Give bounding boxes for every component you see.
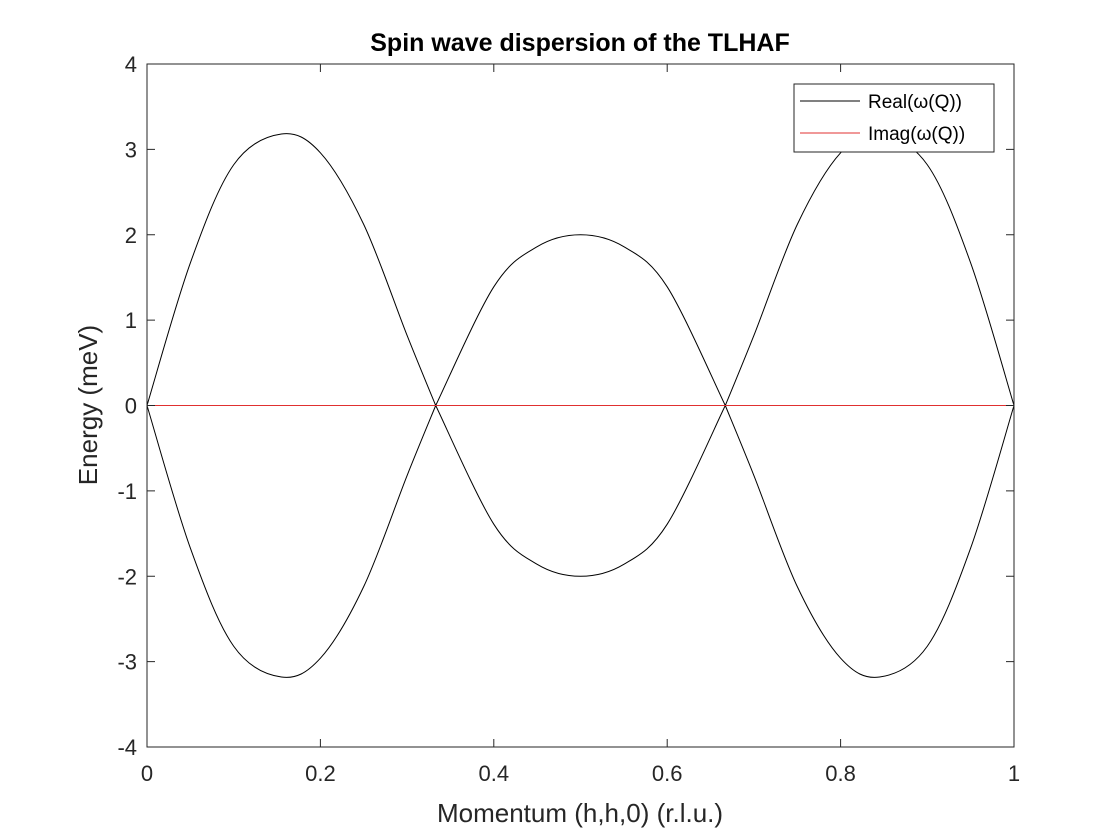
x-tick-label: 0.8 <box>825 761 856 786</box>
y-tick-label: -3 <box>117 650 137 675</box>
y-tick-label: 4 <box>125 52 137 77</box>
x-axis-label: Momentum (h,h,0) (r.l.u.) <box>437 798 723 828</box>
y-tick-label: 3 <box>125 137 137 162</box>
x-tick-label: 0.6 <box>652 761 683 786</box>
y-tick-label: -1 <box>117 479 137 504</box>
legend-label-imag: Imag(ω(Q)) <box>868 124 965 145</box>
legend: Real(ω(Q)) Imag(ω(Q)) <box>793 83 995 153</box>
ticks-layer: 0 0.2 0.4 0.6 0.8 1 -4 -3 -2 -1 0 1 2 3 4 <box>117 52 1020 786</box>
series-line-1 <box>146 405 1015 678</box>
chart-title: Spin wave dispersion of the TLHAF <box>370 29 789 57</box>
x-tick-label: 0.2 <box>305 761 336 786</box>
y-tick-label: -4 <box>117 735 137 760</box>
legend-label-real: Real(ω(Q)) <box>868 92 962 113</box>
legend-box <box>793 83 995 153</box>
y-axis-label: Energy (meV) <box>73 325 103 485</box>
y-tick-label: 0 <box>125 394 137 419</box>
x-tick-label: 0.4 <box>479 761 510 786</box>
y-tick-label: 2 <box>125 223 137 248</box>
x-tick-label: 0 <box>141 761 153 786</box>
y-tick-label: 1 <box>125 308 137 333</box>
y-tick-label: -2 <box>117 564 137 589</box>
x-tick-label: 1 <box>1008 761 1020 786</box>
